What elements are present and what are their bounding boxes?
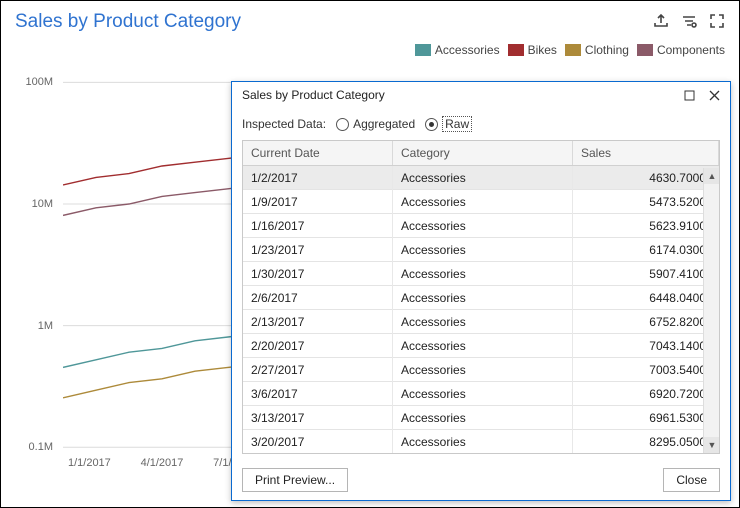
table-row[interactable]: 1/16/2017Accessories5623.9100: [243, 214, 719, 238]
table-row[interactable]: 3/6/2017Accessories6920.7200: [243, 382, 719, 406]
legend-label: Accessories: [435, 43, 500, 57]
legend-swatch: [415, 44, 431, 56]
cell-category: Accessories: [393, 190, 573, 214]
cell-sales: 6174.0300: [573, 238, 719, 262]
cell-date: 2/20/2017: [243, 334, 393, 358]
radio-aggregated-label: Aggregated: [353, 117, 415, 131]
cell-date: 2/6/2017: [243, 286, 393, 310]
table-row[interactable]: 2/6/2017Accessories6448.0400: [243, 286, 719, 310]
table-row[interactable]: 1/9/2017Accessories5473.5200: [243, 190, 719, 214]
col-header-sales[interactable]: Sales: [573, 141, 719, 165]
window-close-icon[interactable]: [709, 90, 720, 101]
legend-item: Components: [637, 43, 725, 57]
table-row[interactable]: 2/13/2017Accessories6752.8200: [243, 310, 719, 334]
grid-header: Current Date Category Sales: [243, 141, 719, 166]
legend-item: Accessories: [415, 43, 500, 57]
cell-category: Accessories: [393, 310, 573, 334]
legend-swatch: [565, 44, 581, 56]
cell-date: 2/27/2017: [243, 358, 393, 382]
legend-item: Clothing: [565, 43, 629, 57]
table-row[interactable]: 3/20/2017Accessories8295.0500: [243, 430, 719, 453]
cell-sales: 8295.0500: [573, 430, 719, 454]
cell-date: 2/13/2017: [243, 310, 393, 334]
table-row[interactable]: 1/30/2017Accessories5907.4100: [243, 262, 719, 286]
y-tick: 1M: [38, 320, 53, 332]
data-inspector-modal: Sales by Product Category Inspected Data…: [231, 81, 731, 501]
cell-category: Accessories: [393, 430, 573, 454]
cell-category: Accessories: [393, 382, 573, 406]
cell-category: Accessories: [393, 334, 573, 358]
cell-date: 1/16/2017: [243, 214, 393, 238]
x-tick: 4/1/2017: [141, 457, 184, 469]
cell-sales: 5473.5200: [573, 190, 719, 214]
table-row[interactable]: 1/23/2017Accessories6174.0300: [243, 238, 719, 262]
legend-label: Components: [657, 43, 725, 57]
cell-category: Accessories: [393, 238, 573, 262]
window-maximize-icon[interactable]: [684, 90, 695, 101]
data-grid: Current Date Category Sales 1/2/2017Acce…: [242, 140, 720, 454]
cell-sales: 5623.9100: [573, 214, 719, 238]
cell-date: 1/9/2017: [243, 190, 393, 214]
filter-icon[interactable]: [681, 13, 697, 32]
cell-category: Accessories: [393, 358, 573, 382]
cell-sales: 6448.0400: [573, 286, 719, 310]
radio-raw-label: Raw: [442, 116, 472, 132]
x-tick: 1/1/2017: [68, 457, 111, 469]
legend-swatch: [637, 44, 653, 56]
scroll-down-icon[interactable]: ▼: [704, 437, 720, 453]
cell-date: 1/30/2017: [243, 262, 393, 286]
export-icon[interactable]: [653, 13, 669, 32]
legend-swatch: [508, 44, 524, 56]
table-row[interactable]: 2/27/2017Accessories7003.5400: [243, 358, 719, 382]
radio-raw[interactable]: Raw: [425, 116, 472, 132]
y-tick: 100M: [25, 76, 53, 88]
table-row[interactable]: 3/13/2017Accessories6961.5300: [243, 406, 719, 430]
cell-category: Accessories: [393, 166, 573, 190]
cell-date: 1/2/2017: [243, 166, 393, 190]
cell-date: 1/23/2017: [243, 238, 393, 262]
legend: Accessories Bikes Clothing Components: [1, 39, 739, 59]
cell-date: 3/6/2017: [243, 382, 393, 406]
cell-sales: 6961.5300: [573, 406, 719, 430]
scrollbar[interactable]: ▲ ▼: [703, 168, 719, 453]
inspected-data-label: Inspected Data:: [242, 117, 326, 131]
col-header-category[interactable]: Category: [393, 141, 573, 165]
y-tick: 10M: [32, 198, 53, 210]
legend-item: Bikes: [508, 43, 557, 57]
scroll-up-icon[interactable]: ▲: [704, 168, 720, 184]
table-row[interactable]: 1/2/2017Accessories4630.7000: [243, 166, 719, 190]
table-row[interactable]: 2/20/2017Accessories7043.1400: [243, 334, 719, 358]
print-preview-button[interactable]: Print Preview...: [242, 468, 348, 492]
cell-sales: 7043.1400: [573, 334, 719, 358]
close-button[interactable]: Close: [663, 468, 720, 492]
modal-title: Sales by Product Category: [242, 88, 385, 102]
cell-sales: 7003.5400: [573, 358, 719, 382]
radio-aggregated[interactable]: Aggregated: [336, 117, 415, 131]
legend-label: Clothing: [585, 43, 629, 57]
col-header-date[interactable]: Current Date: [243, 141, 393, 165]
cell-sales: 5907.4100: [573, 262, 719, 286]
cell-category: Accessories: [393, 286, 573, 310]
legend-label: Bikes: [528, 43, 557, 57]
cell-category: Accessories: [393, 406, 573, 430]
cell-category: Accessories: [393, 262, 573, 286]
page-title: Sales by Product Category: [15, 11, 241, 33]
maximize-icon[interactable]: [709, 13, 725, 32]
cell-category: Accessories: [393, 214, 573, 238]
cell-date: 3/13/2017: [243, 406, 393, 430]
cell-sales: 6920.7200: [573, 382, 719, 406]
y-axis: 100M 10M 1M 0.1M: [15, 71, 59, 451]
cell-sales: 6752.8200: [573, 310, 719, 334]
cell-sales: 4630.7000: [573, 166, 719, 190]
y-tick: 0.1M: [29, 441, 53, 453]
cell-date: 3/20/2017: [243, 430, 393, 454]
